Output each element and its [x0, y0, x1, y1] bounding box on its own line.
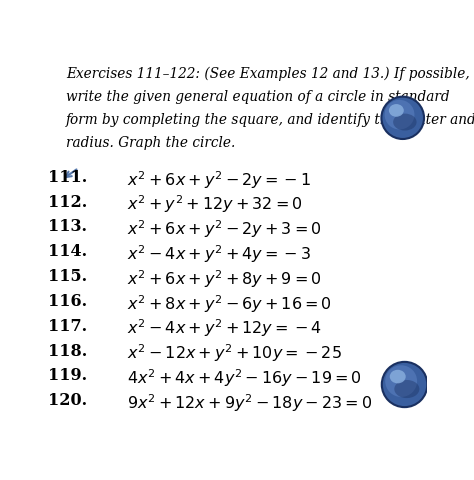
Text: 119.: 119. — [48, 367, 87, 384]
Text: 114.: 114. — [48, 243, 87, 260]
Text: $x^2 + 6x + y^2 + 8y + 9 = 0$: $x^2 + 6x + y^2 + 8y + 9 = 0$ — [127, 267, 322, 289]
Text: radius. Graph the circle.: radius. Graph the circle. — [66, 135, 235, 150]
Text: form by completing the square, and identify the center and: form by completing the square, and ident… — [66, 113, 474, 127]
Text: 117.: 117. — [48, 317, 87, 334]
Ellipse shape — [390, 370, 406, 384]
Text: 113.: 113. — [48, 218, 87, 235]
Text: $x^2 + y^2 + 12y + 32 = 0$: $x^2 + y^2 + 12y + 32 = 0$ — [127, 193, 303, 215]
Text: $x^2 + 6x + y^2 - 2y + 3 = 0$: $x^2 + 6x + y^2 - 2y + 3 = 0$ — [127, 218, 322, 240]
Ellipse shape — [382, 97, 424, 140]
Ellipse shape — [382, 362, 428, 407]
Text: 120.: 120. — [48, 391, 87, 408]
Text: 118.: 118. — [47, 342, 87, 359]
Text: $x^2 + 8x + y^2 - 6y + 16 = 0$: $x^2 + 8x + y^2 - 6y + 16 = 0$ — [127, 292, 332, 314]
Ellipse shape — [393, 114, 417, 131]
Text: $x^2 - 4x + y^2 + 4y = -3$: $x^2 - 4x + y^2 + 4y = -3$ — [127, 243, 311, 264]
Ellipse shape — [394, 380, 419, 398]
Text: 115.: 115. — [48, 267, 87, 285]
Text: $9x^2 + 12x + 9y^2 - 18y - 23 = 0$: $9x^2 + 12x + 9y^2 - 18y - 23 = 0$ — [127, 391, 373, 413]
Ellipse shape — [385, 365, 417, 397]
Text: $4x^2 + 4x + 4y^2 - 16y - 19 = 0$: $4x^2 + 4x + 4y^2 - 16y - 19 = 0$ — [127, 367, 362, 388]
Ellipse shape — [389, 105, 404, 118]
Text: $x^2 - 12x + y^2 + 10y = -25$: $x^2 - 12x + y^2 + 10y = -25$ — [127, 342, 342, 363]
Text: $x^2 + 6x + y^2 - 2y = -1$: $x^2 + 6x + y^2 - 2y = -1$ — [127, 168, 311, 190]
Ellipse shape — [384, 101, 414, 130]
Text: write the given general equation of a circle in standard: write the given general equation of a ci… — [66, 90, 449, 104]
Text: 112.: 112. — [47, 193, 87, 210]
Text: $x^2 - 4x + y^2 + 12y = -4$: $x^2 - 4x + y^2 + 12y = -4$ — [127, 317, 322, 339]
Text: Exercises 111–122: (See Examples 12 and 13.) If possible,: Exercises 111–122: (See Examples 12 and … — [66, 67, 470, 81]
Text: 111.: 111. — [47, 168, 87, 185]
Text: 116.: 116. — [48, 292, 87, 309]
